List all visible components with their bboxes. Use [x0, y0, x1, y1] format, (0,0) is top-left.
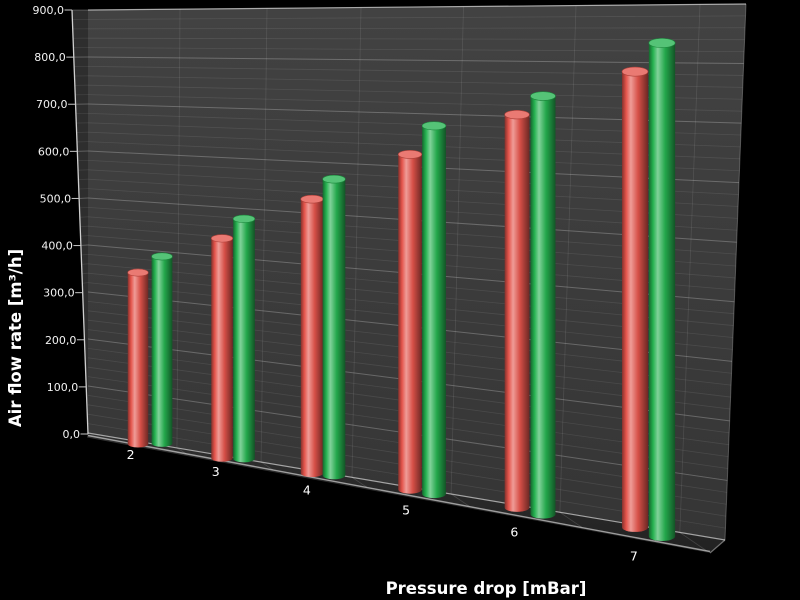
bar-green-4	[322, 179, 346, 480]
category-separator-wall	[351, 7, 362, 478]
side-wall-gridline	[81, 263, 89, 265]
bar-red-6-top	[504, 109, 530, 120]
category-separator-floor	[351, 477, 368, 488]
side-wall-gridline	[80, 225, 89, 228]
y-axis-title: Air flow rate [m³/h]	[6, 249, 25, 427]
y-tick-label: 800,0	[34, 51, 66, 64]
bar-red-4	[300, 199, 324, 478]
side-wall-gridline	[81, 254, 89, 256]
category-separator-floor	[679, 532, 707, 551]
bar-green-7-top	[648, 38, 676, 48]
y-tick-label: 0,0	[63, 428, 81, 441]
minor-gridline	[87, 37, 745, 41]
bar-red-2	[127, 272, 149, 448]
y-tick-label: 700,0	[36, 98, 68, 111]
y-tick-label: 600,0	[38, 145, 70, 158]
category-separator-wall	[559, 5, 577, 513]
bar-green-5	[422, 125, 446, 499]
y-axis-line	[71, 9, 89, 435]
bar-green-5-top	[421, 121, 447, 131]
bar-green-2-top	[151, 252, 173, 261]
side-wall-gridline	[80, 244, 89, 247]
category-separator-wall	[176, 9, 181, 448]
minor-gridline	[87, 27, 746, 30]
bar-green-6-top	[530, 91, 556, 101]
x-category-label: 2	[127, 447, 135, 462]
y-tick-label: 500,0	[40, 192, 72, 205]
bar-red-7	[621, 71, 649, 532]
side-wall-gridline	[81, 272, 89, 275]
bar-green-7	[648, 42, 676, 541]
x-axis-labels: 2 3 4 5 6 7	[127, 447, 638, 564]
bar-red-4-top	[300, 194, 324, 204]
side-wall-gridline	[80, 235, 89, 237]
floor-front-edge	[87, 434, 711, 553]
wall-right-edge	[724, 3, 747, 541]
bar-red-5	[398, 154, 422, 494]
minor-gridline	[87, 15, 746, 20]
category-separator-floor	[559, 511, 583, 528]
x-category-label: 5	[402, 503, 410, 518]
bar-red-3-top	[210, 234, 234, 243]
bar-green-6	[530, 96, 556, 519]
bar-red-6	[504, 114, 530, 512]
category-separator-wall	[679, 4, 701, 533]
bars	[127, 38, 676, 541]
bar-red-2-top	[127, 268, 149, 277]
y-tick-label: 300,0	[43, 287, 75, 300]
x-category-label: 7	[630, 549, 638, 564]
category-separator-floor	[450, 493, 470, 507]
category-separator-floor	[176, 447, 187, 455]
bar-green-3	[233, 218, 255, 463]
bar-green-2	[151, 256, 173, 447]
bar-red-3	[211, 238, 233, 462]
y-tick-label: 100,0	[47, 381, 79, 394]
x-category-label: 6	[510, 524, 518, 539]
bar-red-7-top	[621, 66, 649, 77]
floor-right-edge	[709, 539, 726, 554]
y-tick-label: 900,0	[33, 4, 65, 17]
major-gridline	[87, 56, 744, 65]
side-wall-gridline	[82, 282, 89, 284]
bar-red-5-top	[397, 150, 423, 159]
y-axis-ticks: 0,0 100,0 200,0 300,0 400,0 500,0 600,0 700,0 80…	[33, 4, 88, 441]
x-axis-title: Pressure drop [mBar]	[386, 579, 587, 598]
category-separator-wall	[450, 6, 464, 495]
wall-top-edge	[87, 3, 747, 11]
category-separator-floor	[260, 461, 274, 471]
y-tick-label: 400,0	[41, 240, 73, 253]
category-separator-wall	[260, 8, 268, 463]
x-category-label: 3	[212, 464, 220, 479]
bar-green-4-top	[322, 174, 346, 184]
bar-green-3-top	[232, 214, 256, 223]
minor-gridline	[87, 47, 745, 53]
y-tick-label: 200,0	[45, 334, 77, 347]
x-category-label: 4	[303, 482, 311, 497]
